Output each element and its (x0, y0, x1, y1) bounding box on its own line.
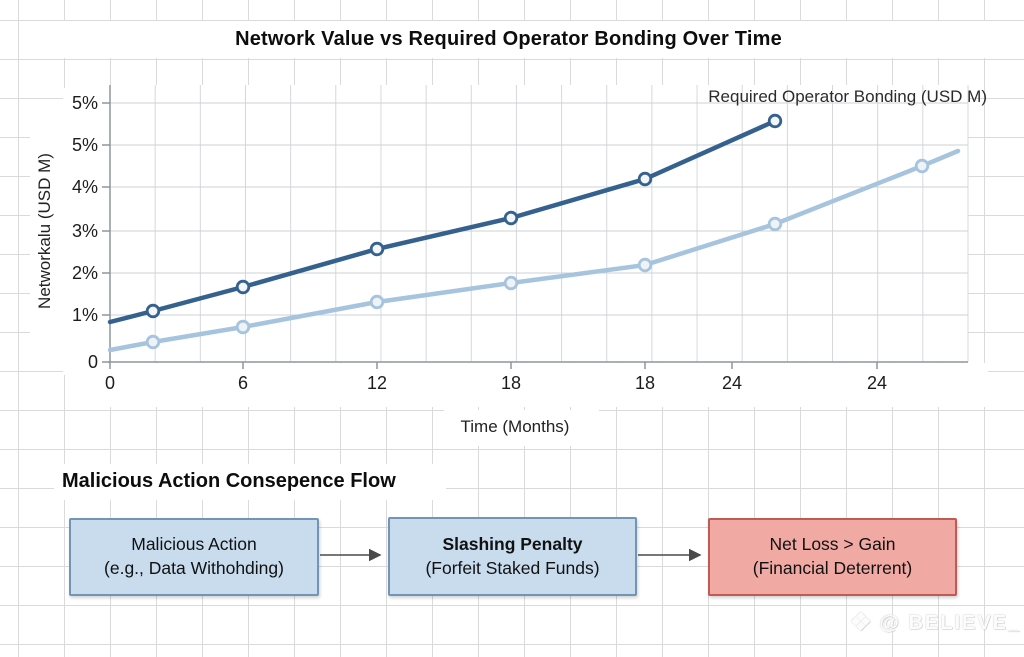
data-point-marker (637, 171, 653, 187)
y-tick-label: 1% (72, 305, 98, 325)
diamond-logo-icon: ❖ (850, 609, 872, 636)
flow-box-title: Net Loss > Gain (769, 534, 896, 555)
data-point-marker (767, 216, 783, 232)
flow-heading: Malicious Action Consepence Flow (62, 470, 396, 492)
data-point-marker (503, 210, 519, 226)
data-point-marker (369, 241, 385, 257)
x-tick-label: 6 (238, 373, 248, 393)
data-point-marker (145, 334, 161, 350)
x-tick-label: 24 (722, 373, 742, 393)
flow-box-subtitle: (e.g., Data Withohding) (104, 558, 284, 578)
y-tick-label: 0 (88, 352, 98, 372)
x-tick-label-band (85, 363, 988, 407)
x-tick-label: 18 (635, 373, 655, 393)
y-tick-label-band (63, 88, 108, 375)
flow-heading-band (54, 464, 446, 500)
x-axis-title: Time (Months) (460, 417, 570, 436)
y-tick-label: 5% (72, 135, 98, 155)
watermark: ❖ @ BELIEVE_ (850, 611, 1021, 635)
y-tick-label: 4% (72, 177, 98, 197)
x-tick-label: 0 (105, 373, 115, 393)
flow-box-subtitle: (Financial Deterrent) (752, 558, 913, 578)
chart-title-band: Network Value vs Required Operator Bondi… (30, 21, 987, 58)
x-tick-label: 24 (867, 373, 887, 393)
watermark-text: @ BELIEVE_ (879, 611, 1022, 634)
data-point-marker (235, 319, 251, 335)
legend-label: Required Operator Bonding (USD M) (708, 87, 987, 106)
flow-box-net-loss: Net Loss > Gain (Financial Deterrent) (708, 518, 957, 596)
x-tick-label: 18 (501, 373, 521, 393)
flow-box-malicious-action: Malicious Action (e.g., Data Withohding) (69, 518, 319, 596)
flow-box-subtitle: (Forfeit Staked Funds) (425, 557, 600, 578)
data-point-marker (637, 257, 653, 273)
y-axis-title: Networkalu (USD M) (35, 153, 54, 309)
data-point-marker (503, 275, 519, 291)
data-point-marker (235, 279, 251, 295)
data-point-marker (767, 113, 783, 129)
y-tick-label: 2% (72, 263, 98, 283)
y-axis-title-band (30, 133, 63, 347)
data-point-marker (914, 158, 930, 174)
chart-title: Network Value vs Required Operator Bondi… (235, 28, 782, 50)
data-point-marker (145, 303, 161, 319)
x-axis-title-band (444, 410, 599, 446)
data-point-marker (369, 294, 385, 310)
plot-background (108, 85, 968, 362)
x-tick-label: 12 (367, 373, 387, 393)
flow-box-title: Malicious Action (131, 534, 257, 555)
flow-box-slashing-penalty: Slashing Penalty (Forfeit Staked Funds) (388, 517, 637, 596)
flow-box-title: Slashing Penalty (442, 533, 583, 554)
y-tick-label: 5% (72, 93, 98, 113)
y-tick-label: 3% (72, 221, 98, 241)
